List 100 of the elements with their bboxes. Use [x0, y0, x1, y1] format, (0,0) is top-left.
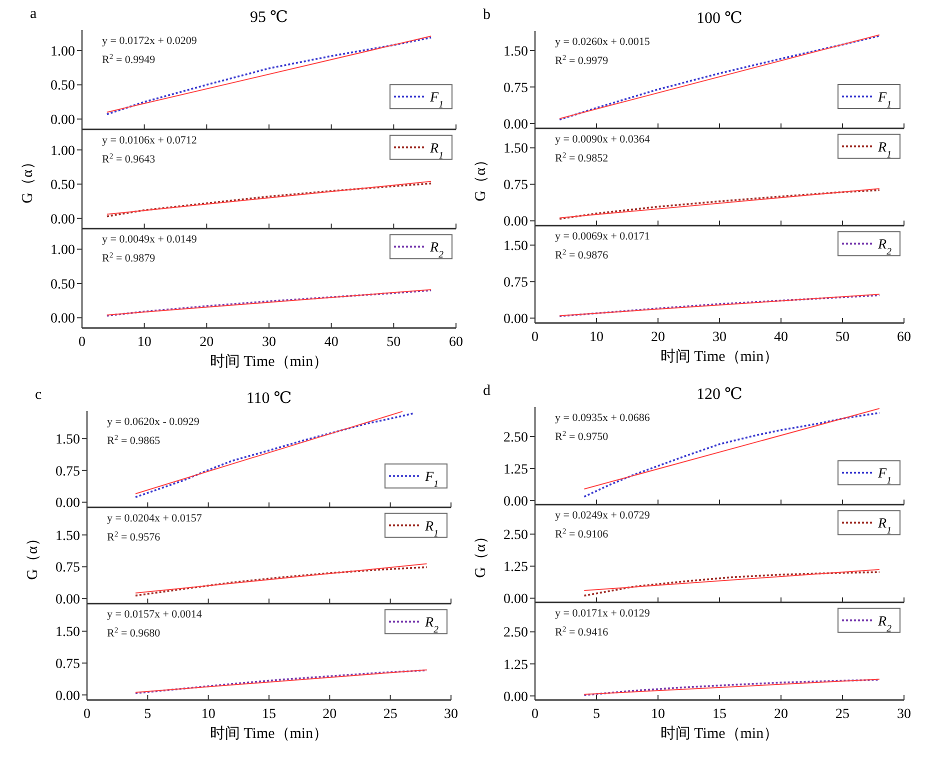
y-tick-label: 1.50: [56, 528, 80, 544]
y-tick-label: 2.50: [504, 430, 528, 446]
y-tick-label: 0.75: [56, 656, 80, 672]
y-tick-label: 0.75: [504, 276, 528, 291]
y-tick-label: 1.25: [504, 658, 528, 673]
y-tick-label: 0.00: [50, 312, 75, 327]
y-tick-label: 0.00: [504, 690, 528, 705]
x-axis-title: 时间 Time（min）: [660, 725, 779, 742]
y-tick-label: 0.75: [504, 178, 528, 194]
x-tick-label: 25: [836, 707, 850, 722]
x-tick-label: 50: [836, 330, 850, 345]
legend-label: R$_{2}$: [877, 238, 892, 258]
y-tick-label: 0.00: [50, 212, 75, 228]
legend-label: R$_{1}$: [877, 140, 892, 160]
annotation: y = 0.0260x + 0.0015: [555, 36, 650, 48]
annotation: R$^{2}$ = 0.9852: [555, 150, 608, 164]
legend-label: F$_{1}$: [429, 90, 444, 110]
y-axis-title: G（α）: [473, 152, 489, 202]
x-tick-label: 20: [651, 330, 665, 345]
annotation: R$^{2}$ = 0.9576: [107, 528, 161, 544]
x-tick-label: 0: [84, 707, 90, 722]
x-tick-label: 30: [712, 330, 726, 345]
y-tick-label: 0.50: [50, 78, 75, 94]
y-tick-label: 1.00: [50, 44, 75, 60]
x-tick-label: 25: [383, 707, 398, 722]
legend-label: R$_{1}$: [424, 519, 438, 539]
y-tick-label: 0.50: [50, 277, 75, 292]
legend-label: R$_{2}$: [877, 614, 892, 634]
x-tick-label: 10: [590, 330, 604, 345]
x-tick-label: 20: [200, 335, 214, 350]
y-axis-title: G（α）: [473, 529, 489, 578]
annotation: R$^{2}$ = 0.9416: [555, 624, 609, 638]
legend-label: R$_{1}$: [429, 141, 444, 161]
annotation: y = 0.0171x + 0.0129: [555, 607, 650, 620]
y-axis-title: G（α）: [20, 154, 36, 204]
y-tick-label: 1.00: [50, 243, 75, 258]
annotation: y = 0.0935x + 0.0686: [555, 412, 650, 424]
x-tick-label: 5: [593, 707, 600, 722]
annotation: y = 0.0106x + 0.0712: [102, 134, 197, 146]
chart-title: 100 ℃: [696, 10, 742, 27]
text: d: [483, 383, 491, 399]
y-tick-label: 0.00: [56, 592, 80, 608]
annotation: y = 0.0049x + 0.0149: [102, 234, 198, 246]
x-tick-label: 40: [324, 335, 338, 350]
line-series: [583, 571, 880, 597]
text: b: [483, 7, 490, 23]
annotation: y = 0.0204x + 0.0157: [107, 512, 202, 524]
y-tick-label: 1.50: [56, 625, 80, 640]
x-tick-label: 10: [201, 707, 216, 722]
y-tick-label: 1.50: [504, 239, 528, 254]
legend-label: R$_{2}$: [429, 240, 444, 260]
y-tick-label: 1.50: [504, 44, 528, 60]
x-tick-label: 60: [897, 330, 911, 345]
x-axis-title: 时间 Time（min）: [210, 353, 328, 370]
y-tick-label: 1.50: [504, 142, 528, 157]
y-tick-label: 2.50: [504, 528, 528, 544]
text: c: [35, 387, 42, 403]
y-axis-title: G（α）: [25, 531, 41, 580]
annotation: R$^{2}$ = 0.9979: [555, 52, 609, 67]
y-tick-label: 0.50: [50, 178, 75, 194]
chart-title: 95 ℃: [250, 9, 288, 26]
x-tick-label: 15: [712, 707, 726, 722]
annotation: y = 0.0090x + 0.0364: [555, 133, 650, 146]
x-tick-label: 5: [144, 707, 152, 722]
x-tick-label: 20: [774, 707, 788, 722]
x-tick-label: 20: [322, 707, 337, 722]
annotation: R$^{2}$ = 0.9876: [555, 247, 609, 262]
x-tick-label: 10: [651, 707, 665, 722]
chart-title: 120 ℃: [696, 386, 742, 403]
y-tick-label: 1.50: [56, 432, 80, 448]
x-tick-label: 30: [262, 335, 276, 350]
x-tick-label: 0: [78, 335, 86, 350]
y-tick-label: 2.50: [504, 626, 528, 641]
y-tick-label: 0.75: [56, 560, 80, 576]
y-tick-label: 0.00: [504, 312, 528, 328]
annotation: y = 0.0157x + 0.0014: [107, 608, 202, 621]
annotation: R$^{2}$ = 0.9643: [102, 150, 156, 166]
legend-label: F$_{1}$: [424, 470, 438, 490]
annotation: R$^{2}$ = 0.9949: [102, 52, 156, 66]
x-axis-title: 时间 Time（min）: [210, 725, 328, 742]
y-tick-label: 1.00: [50, 144, 75, 159]
x-tick-label: 50: [386, 335, 401, 350]
y-tick-label: 0.75: [504, 80, 528, 96]
annotation: R$^{2}$ = 0.9750: [555, 428, 609, 443]
y-tick-label: 0.00: [56, 496, 80, 512]
annotation: y = 0.0069x + 0.0171: [555, 230, 650, 243]
text: a: [30, 6, 37, 22]
x-tick-label: 15: [262, 707, 276, 722]
chart-title: 110 ℃: [246, 390, 292, 407]
annotation: R$^{2}$ = 0.9680: [107, 625, 161, 640]
legend-label: R$_{1}$: [877, 516, 892, 536]
y-tick-label: 0.00: [56, 688, 80, 704]
x-tick-label: 30: [897, 707, 911, 722]
legend-label: F$_{1}$: [877, 466, 892, 486]
annotation: R$^{2}$ = 0.9865: [107, 432, 161, 447]
y-tick-label: 0.00: [504, 494, 528, 510]
legend-label: F$_{1}$: [877, 90, 892, 110]
annotation: y = 0.0620x - 0.0929: [107, 416, 200, 428]
x-tick-label: 60: [449, 335, 463, 350]
x-tick-label: 0: [532, 330, 538, 345]
